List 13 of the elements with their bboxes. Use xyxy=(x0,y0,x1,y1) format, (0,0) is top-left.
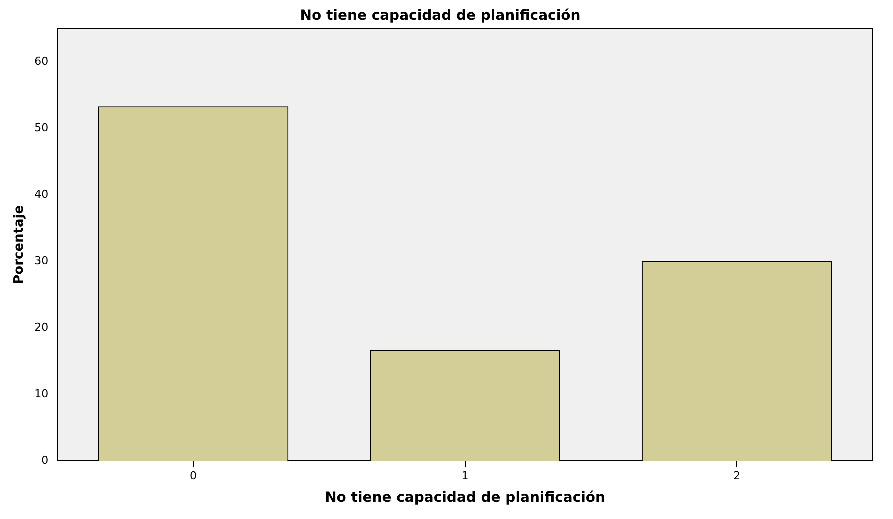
y-tick-label: 0 xyxy=(42,454,49,467)
y-axis-title: Porcentaje xyxy=(12,205,28,284)
x-tick-label: 1 xyxy=(462,469,469,482)
y-tick-label: 60 xyxy=(34,54,49,68)
x-tick-label: 0 xyxy=(190,469,197,482)
y-tick-label: 20 xyxy=(34,320,49,334)
y-tick-label: 30 xyxy=(34,254,49,268)
x-axis-title: No tiene capacidad de planificación xyxy=(325,490,606,506)
chart-title: No tiene capacidad de planificación xyxy=(300,8,581,24)
y-tick-label: 40 xyxy=(34,188,49,201)
x-tick-label: 2 xyxy=(734,469,741,482)
y-tick-label: 10 xyxy=(34,387,49,400)
y-tick-label: 50 xyxy=(34,121,49,134)
